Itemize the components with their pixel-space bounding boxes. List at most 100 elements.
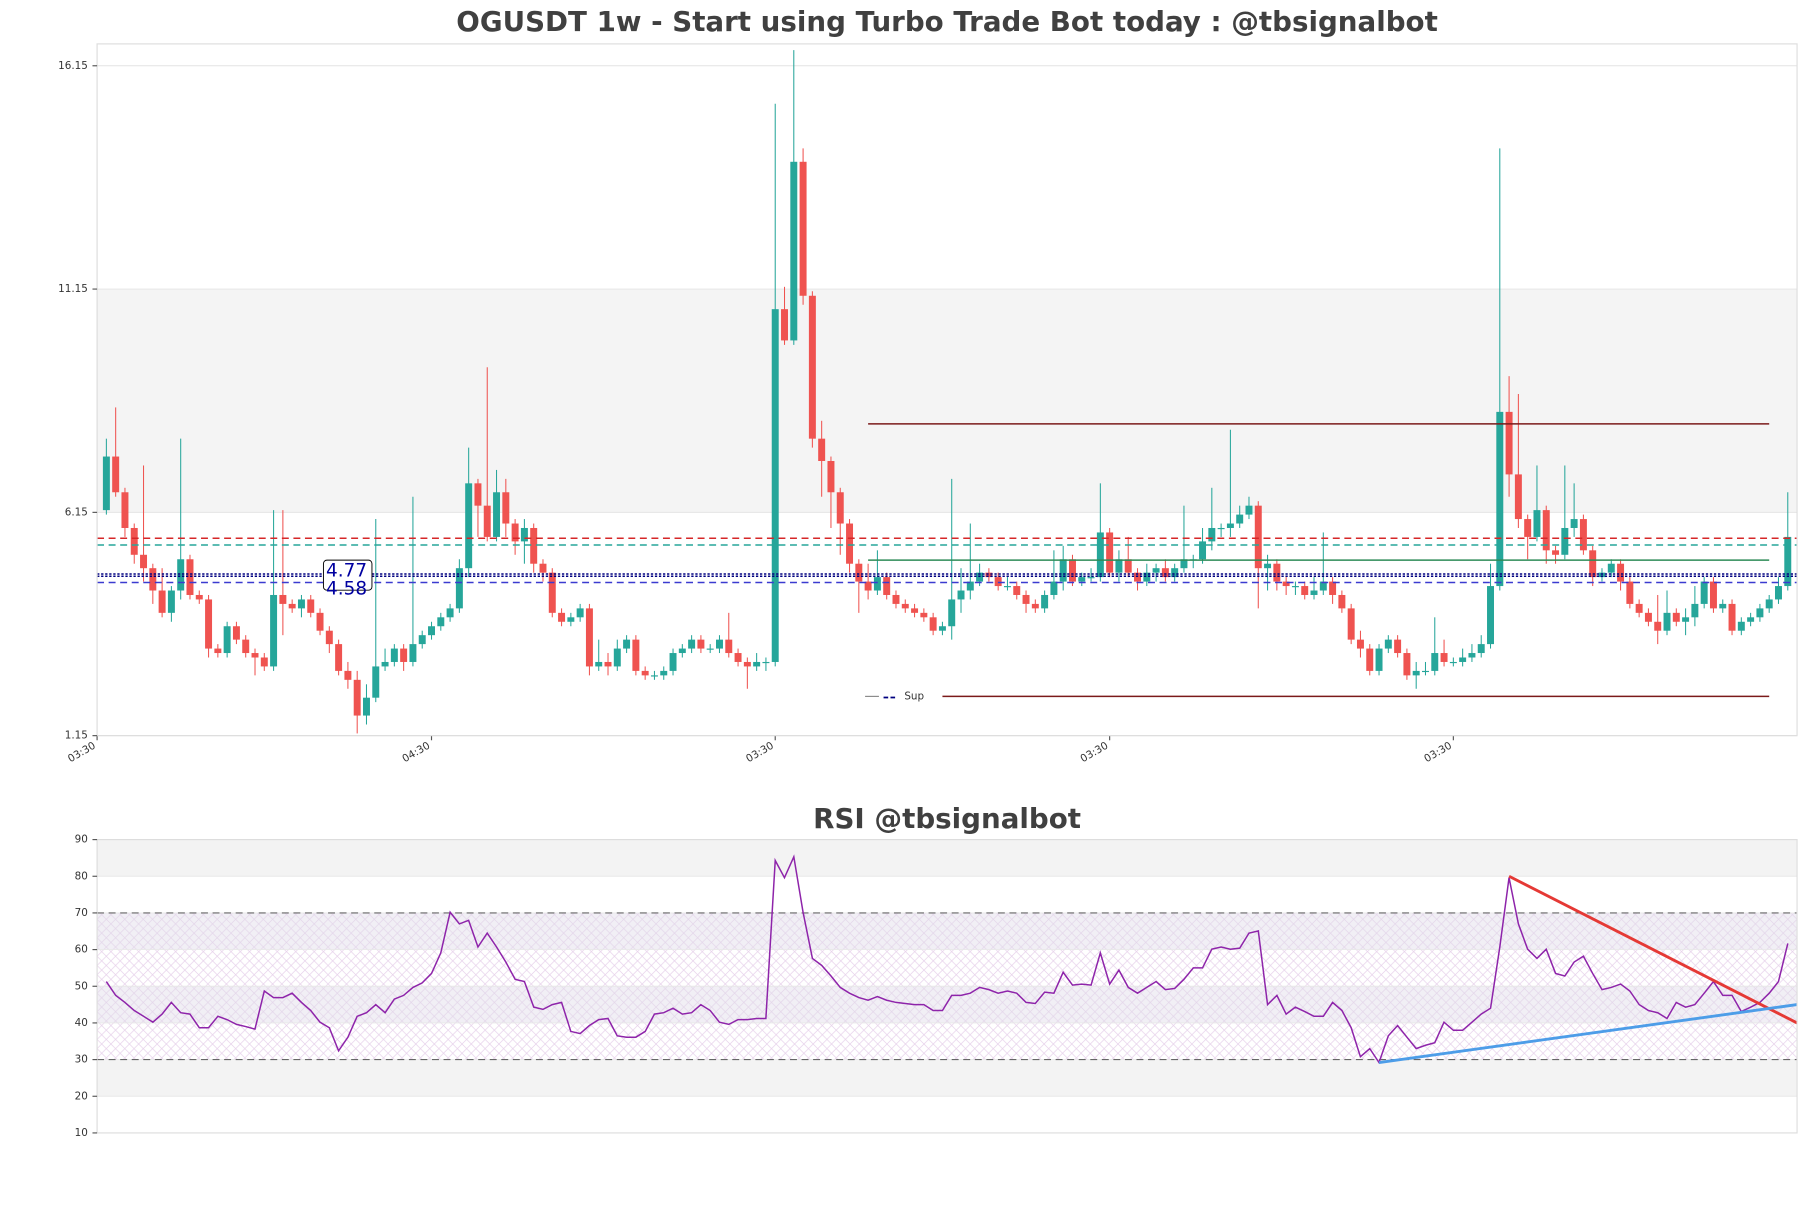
candle-body: [428, 626, 435, 636]
candle-body: [1384, 639, 1392, 649]
chart-title: RSI @tbsignalbot: [813, 802, 1081, 835]
chart-title: OGUSDT 1w - Start using Turbo Trade Bot …: [456, 5, 1438, 38]
candle-body: [1106, 532, 1114, 573]
candle-body: [920, 612, 928, 618]
candle-body: [130, 527, 138, 555]
candle-body: [771, 309, 779, 662]
candle-body: [1041, 594, 1049, 609]
candle-body: [1682, 617, 1690, 622]
candle-body: [1663, 612, 1671, 631]
candle-body: [344, 670, 352, 680]
y-tick-label: 90: [75, 834, 88, 846]
candle-body: [1505, 411, 1513, 475]
candle-body: [1709, 581, 1717, 609]
candle-body: [251, 653, 259, 658]
candle-body: [929, 617, 937, 631]
candle-body: [1635, 603, 1643, 613]
candle-body: [1579, 519, 1587, 551]
candle-body: [957, 590, 965, 600]
candle-body: [818, 438, 826, 462]
candle-body: [1329, 581, 1337, 595]
candle-body: [316, 612, 324, 631]
candle-body: [483, 505, 491, 537]
candle-body: [1115, 559, 1123, 573]
candle-body: [1607, 563, 1615, 573]
candle-body: [1691, 603, 1699, 618]
candle-body: [1459, 657, 1467, 662]
candle-body: [400, 648, 408, 662]
candle-body: [623, 639, 631, 649]
y-tick-label: 70: [75, 907, 88, 919]
candle-body: [985, 572, 993, 578]
candle-body: [836, 492, 844, 524]
candle-body: [1347, 608, 1355, 640]
candle-body: [325, 630, 333, 645]
candle-body: [1570, 519, 1578, 528]
candle-body: [288, 603, 296, 609]
candle-body: [641, 670, 649, 676]
candle-body: [511, 523, 519, 542]
candle-body: [307, 599, 315, 613]
candle-body: [1747, 617, 1755, 622]
candle-body: [948, 599, 956, 627]
candle-body: [158, 590, 166, 613]
y-tick-label: 20: [75, 1090, 88, 1102]
candle-body: [743, 661, 751, 667]
candle-body: [1542, 510, 1550, 551]
candle-body: [911, 608, 919, 613]
candle-body: [353, 679, 361, 716]
level-label: 4.77: [326, 561, 367, 582]
candle-body: [883, 577, 891, 595]
candle-body: [1700, 581, 1708, 604]
candle-body: [1171, 568, 1179, 578]
candle-body: [1468, 653, 1476, 658]
candle-body: [1728, 603, 1736, 631]
candle-body: [1282, 581, 1290, 587]
candle-body: [762, 661, 770, 664]
candle-body: [715, 639, 723, 649]
candle-body: [1134, 572, 1141, 582]
candle-body: [1226, 523, 1234, 528]
candle-body: [1440, 653, 1448, 662]
candle-body: [465, 483, 473, 569]
candle-body: [1087, 577, 1095, 579]
candle-body: [214, 648, 222, 654]
candle-body: [1672, 612, 1680, 622]
candle-body: [864, 581, 872, 591]
candle-body: [938, 626, 946, 631]
candle-body: [1291, 586, 1299, 588]
candle-body: [1496, 411, 1504, 587]
plot-frame: [96, 43, 1798, 737]
candle-body: [1412, 670, 1420, 676]
candle-body: [1552, 550, 1560, 555]
candle-body: [362, 697, 370, 716]
candle-body: [827, 461, 835, 493]
candle-body: [372, 666, 380, 698]
candle-body: [892, 594, 900, 604]
candle-body: [846, 523, 854, 564]
candle-body: [1096, 532, 1104, 578]
candle-body: [725, 639, 733, 654]
candle-body: [1784, 536, 1792, 587]
candle-body: [558, 612, 566, 622]
candle-body: [1264, 563, 1272, 569]
candle-body: [1273, 563, 1281, 582]
candle-body: [855, 563, 863, 582]
candle-body: [697, 639, 705, 649]
candle-body: [1069, 559, 1076, 582]
legend-label: Sup: [904, 690, 924, 702]
candle-body: [753, 661, 761, 667]
candle-body: [140, 554, 148, 569]
candle-body: [632, 639, 640, 671]
candle-body: [576, 608, 584, 618]
candle-body: [1059, 559, 1067, 582]
x-tick-label: 03:30: [66, 740, 98, 765]
candle-body: [1719, 603, 1727, 609]
candle-body: [567, 617, 575, 622]
candle-body: [1199, 541, 1207, 560]
candle-body: [242, 639, 250, 654]
candle-body: [502, 492, 510, 524]
candle-body: [1737, 621, 1745, 631]
candle-body: [1765, 599, 1773, 609]
